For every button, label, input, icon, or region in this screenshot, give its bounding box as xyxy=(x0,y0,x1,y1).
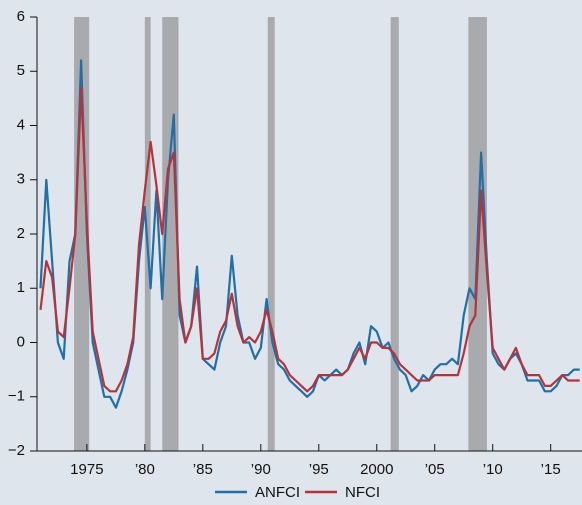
x-tick-label: ’15 xyxy=(541,461,561,478)
y-tick-label: 0 xyxy=(17,333,25,350)
x-tick-label: ’95 xyxy=(309,461,329,478)
x-tick-label: 2000 xyxy=(360,461,393,478)
y-tick-label: 4 xyxy=(17,116,25,133)
recession-band xyxy=(390,17,399,451)
series-line xyxy=(39,59,580,409)
y-tick-label: −1 xyxy=(8,388,25,405)
legend-label: NFCI xyxy=(345,484,380,501)
y-tick-label: 6 xyxy=(17,8,25,25)
y-tick-label: 2 xyxy=(17,225,25,242)
series-line xyxy=(39,86,580,393)
y-tick-label: 5 xyxy=(17,62,25,79)
x-tick-label: ’80 xyxy=(135,461,155,478)
legend-label: ANFCI xyxy=(255,484,300,501)
y-tick-label: 1 xyxy=(17,279,25,296)
x-tick-label: ’85 xyxy=(193,461,213,478)
y-tick-label: −2 xyxy=(8,442,25,459)
y-tick-label: 3 xyxy=(17,171,25,188)
x-tick-label: ’10 xyxy=(483,461,503,478)
x-tick-label: 1975 xyxy=(70,461,103,478)
recession-band xyxy=(267,17,275,451)
x-tick-label: ’90 xyxy=(251,461,271,478)
x-tick-label: ’05 xyxy=(425,461,445,478)
